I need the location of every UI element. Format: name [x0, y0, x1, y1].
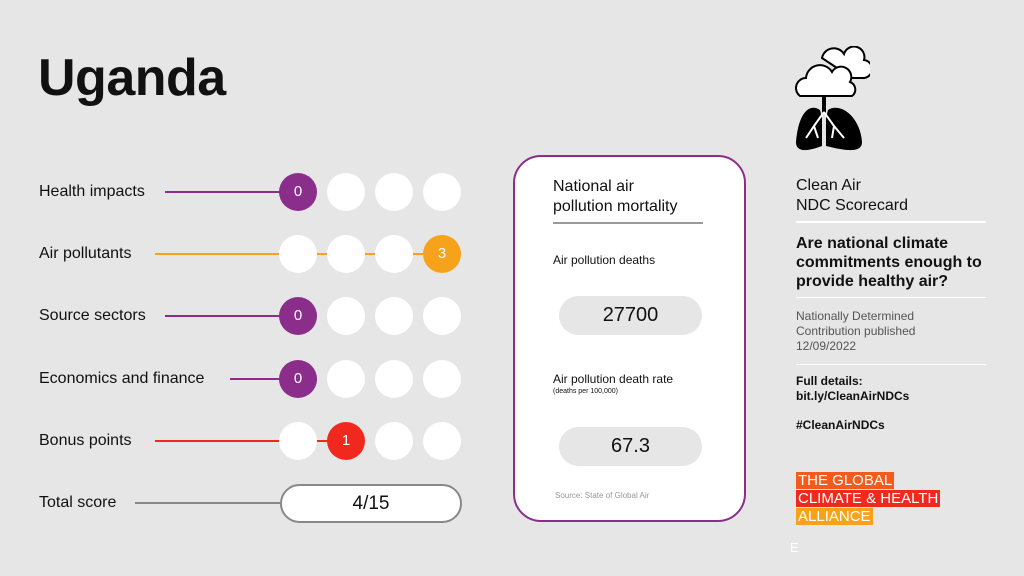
row-label: Economics and finance [39, 370, 209, 388]
divider [796, 297, 986, 298]
row-label: Air pollutants [39, 245, 136, 263]
rate-value: 67.3 [559, 427, 702, 466]
alliance-logo: THE GLOBAL CLIMATE & HEALTH ALLIANCE [796, 472, 941, 526]
score-circle-filled: 0 [279, 297, 317, 335]
score-circle-filled: 0 [279, 173, 317, 211]
hashtag: #CleanAirNDCs [796, 418, 885, 432]
logo-line: CLIMATE & HEALTH [796, 490, 941, 507]
score-circle-empty [423, 173, 461, 211]
row-label: Health impacts [39, 183, 149, 201]
score-row: Health impacts 0 [0, 172, 480, 212]
score-circle-empty [375, 235, 413, 273]
score-circle-empty [423, 297, 461, 335]
total-score-row: Total score [0, 483, 480, 523]
score-row: Air pollutants 3 [0, 234, 480, 274]
total-score-label: Total score [39, 494, 121, 512]
ndc-line: Contribution published [796, 324, 916, 338]
score-row: Economics and finance 0 [0, 359, 480, 399]
score-row: Bonus points 1 [0, 421, 480, 461]
details-link[interactable]: bit.ly/CleanAirNDCs [796, 389, 910, 403]
connector-line [135, 502, 280, 504]
divider [796, 221, 986, 223]
cloud-lungs-icon [795, 46, 870, 151]
score-circle-empty [327, 173, 365, 211]
rate-sublabel: (deaths per 100,000) [553, 388, 618, 395]
corner-mark: E [790, 540, 799, 555]
score-circle-empty [375, 297, 413, 335]
divider [796, 364, 986, 365]
card-title-line: National air [553, 178, 634, 195]
heading-line: NDC Scorecard [796, 197, 909, 214]
score-circle-empty [375, 360, 413, 398]
logo-line: ALLIANCE [796, 508, 873, 525]
logo-line: THE GLOBAL [796, 472, 895, 489]
rate-label: Air pollution death rate [553, 372, 674, 386]
score-circle-empty [327, 360, 365, 398]
scorecard-heading: Clean Air NDC Scorecard [796, 176, 908, 216]
score-circle-filled: 3 [423, 235, 461, 273]
score-circle-empty [327, 235, 365, 273]
score-circle-empty [375, 422, 413, 460]
question-text: Are national climate commitments enough … [796, 235, 982, 290]
score-circle-empty [423, 422, 461, 460]
score-circle-empty [279, 422, 317, 460]
mortality-card: National air pollution mortality Air pol… [513, 155, 746, 522]
row-label: Source sectors [39, 307, 150, 325]
score-row: Source sectors 0 [0, 296, 480, 336]
full-details: Full details: bit.ly/CleanAirNDCs [796, 374, 909, 404]
score-circle-empty [423, 360, 461, 398]
ndc-date: 12/09/2022 [796, 339, 857, 353]
heading-line: Clean Air [796, 177, 861, 194]
score-circle-empty [327, 297, 365, 335]
connector-line [165, 191, 298, 193]
card-title: National air pollution mortality [553, 177, 678, 217]
source-note: Source: State of Global Air [555, 491, 650, 500]
connector-line [155, 440, 346, 442]
connector-line [230, 378, 298, 380]
row-label: Bonus points [39, 432, 136, 450]
ndc-info: Nationally Determined Contribution publi… [796, 309, 915, 354]
connector-line [165, 315, 298, 317]
details-label: Full details: [796, 374, 863, 388]
page-title: Uganda [38, 49, 226, 107]
deaths-value: 27700 [559, 296, 702, 335]
score-circle-filled: 0 [279, 360, 317, 398]
deaths-label: Air pollution deaths [553, 253, 656, 267]
card-title-line: pollution mortality [553, 198, 678, 215]
score-circle-empty [375, 173, 413, 211]
total-score-value: 4/15 [280, 484, 462, 523]
ndc-line: Nationally Determined [796, 309, 915, 323]
divider [553, 222, 703, 224]
score-circle-filled: 1 [327, 422, 365, 460]
score-circle-empty [279, 235, 317, 273]
